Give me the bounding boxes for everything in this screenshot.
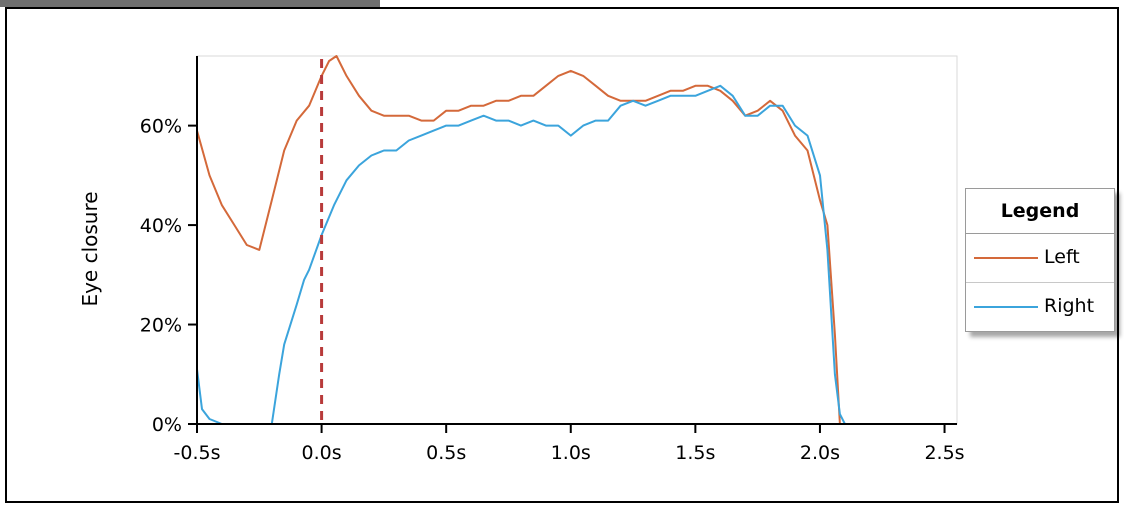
series-line-right [196, 84, 957, 425]
x-tick-label: 1.0s [551, 442, 591, 464]
x-tick-label: 1.5s [675, 442, 715, 464]
y-axis-title: Eye closure [78, 191, 102, 306]
legend: Legend Left Right [965, 188, 1115, 332]
chart-panel: -0.5s 0.0s 0.5s 1.0s 1.5s 2.0s 2.5s 0% 20% 40% 60%… [5, 7, 1119, 503]
x-tick-label: 0.5s [426, 442, 466, 464]
y-tick-label: 60% [140, 116, 182, 138]
window-tab-strip [0, 0, 380, 7]
legend-swatch-right [974, 306, 1038, 308]
legend-item-left: Left [966, 234, 1114, 283]
y-tick-label: 40% [140, 215, 182, 237]
y-tick-label: 0% [152, 414, 182, 436]
x-tick-label: 2.0s [800, 442, 840, 464]
y-tick-label: 20% [140, 315, 182, 337]
legend-label-right: Right [1044, 295, 1095, 317]
eye-closure-chart: -0.5s 0.0s 0.5s 1.0s 1.5s 2.0s 2.5s 0% 20% 40% 60%… [78, 55, 965, 464]
legend-item-right: Right [966, 283, 1114, 331]
legend-title: Legend [966, 189, 1114, 234]
x-tick-label: 2.5s [924, 442, 964, 464]
series-line-left [196, 55, 957, 425]
x-tick-label: 0.0s [302, 442, 342, 464]
legend-swatch-left [974, 257, 1038, 259]
legend-label-left: Left [1044, 246, 1080, 268]
plot-area-border [196, 55, 958, 425]
x-tick-label: -0.5s [174, 442, 221, 464]
